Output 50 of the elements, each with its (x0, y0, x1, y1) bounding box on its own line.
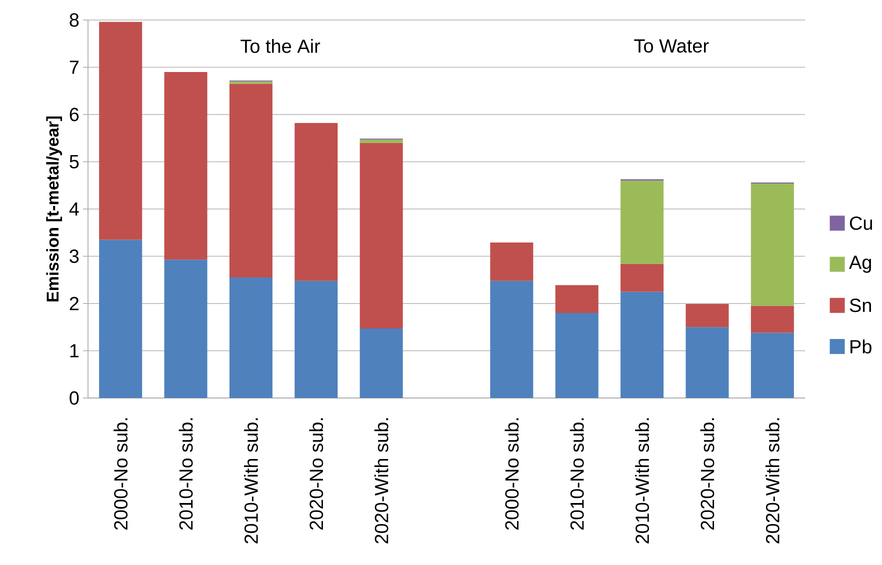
bar (490, 280, 534, 398)
bar (555, 312, 598, 398)
y-tick-label: 2 (70, 296, 79, 310)
legend-label: Cu (850, 216, 872, 230)
y-tick-label: 0 (70, 391, 79, 405)
bar (750, 332, 794, 398)
x-tick-label: 2000-No sub. (504, 418, 519, 530)
bar (620, 292, 664, 398)
legend-label: Pb (850, 340, 872, 354)
bar (750, 183, 794, 306)
x-tick-label: 2000-No sub. (114, 418, 128, 530)
y-tick-label: 3 (70, 250, 79, 263)
y-tick-label: 1 (70, 344, 79, 358)
y-tick-label: 8 (70, 13, 79, 27)
annotation: To Water (634, 39, 709, 53)
bar (229, 81, 272, 84)
bar (99, 22, 142, 240)
bar (686, 327, 729, 398)
y-tick-label: 4 (69, 202, 79, 216)
annotation: To the Air (240, 39, 320, 53)
bar (294, 123, 338, 281)
bar (620, 180, 664, 264)
x-tick-label: 2010-No sub. (570, 418, 584, 530)
x-tick-label: 2020-No sub. (700, 418, 714, 530)
x-tick-label: 2010-With sub. (244, 418, 258, 544)
bar (686, 304, 729, 328)
bar (360, 142, 403, 329)
x-tick-label: 2010-No sub. (178, 418, 193, 530)
bar (555, 285, 598, 313)
bar (620, 264, 664, 292)
bar (750, 306, 794, 333)
bar (360, 140, 403, 143)
legend-label: Sn (850, 298, 871, 312)
bar (294, 280, 338, 398)
x-tick-label: 2020-With sub. (765, 418, 780, 544)
y-axis-title: Emission [t-metal/year] (46, 116, 62, 302)
y-tick-label: 7 (70, 60, 79, 74)
x-tick-label: 2020-With sub. (374, 418, 388, 544)
bar (229, 84, 272, 278)
bar (490, 242, 534, 281)
x-tick-label: 2010-With sub. (635, 418, 650, 544)
bar (164, 260, 208, 398)
y-tick-label: 5 (70, 155, 79, 168)
y-tick-label: 6 (70, 108, 79, 122)
bar (164, 72, 208, 260)
legend-label: Ag (849, 256, 871, 273)
x-tick-label: 2020-No sub. (309, 418, 324, 530)
bar (229, 278, 272, 398)
bar (360, 328, 403, 398)
bar (99, 240, 142, 398)
